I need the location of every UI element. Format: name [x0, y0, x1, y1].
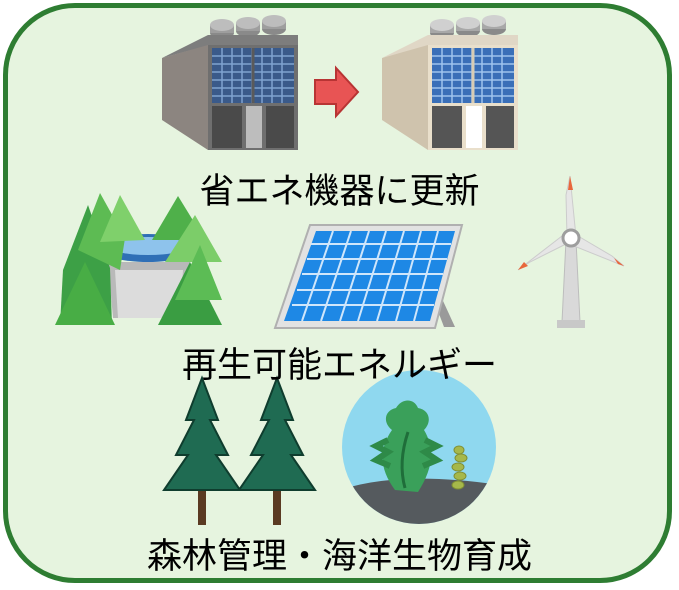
- old-hvac-unit-icon: [162, 15, 298, 150]
- solar-panel-icon: [273, 224, 464, 329]
- cedar-tree-icon: [162, 375, 317, 525]
- arrow-right-icon: [314, 65, 360, 119]
- energy-saving-label: 省エネ機器に更新: [199, 172, 480, 212]
- hydro-dam-icon: [55, 193, 222, 325]
- wind-turbine-icon: [517, 175, 625, 328]
- seaweed-icon: [342, 370, 496, 524]
- new-hvac-unit-icon: [382, 15, 518, 150]
- renewable-energy-label: 再生可能エネルギー: [181, 346, 497, 386]
- forest-ocean-label: 森林管理・海洋生物育成: [146, 537, 532, 577]
